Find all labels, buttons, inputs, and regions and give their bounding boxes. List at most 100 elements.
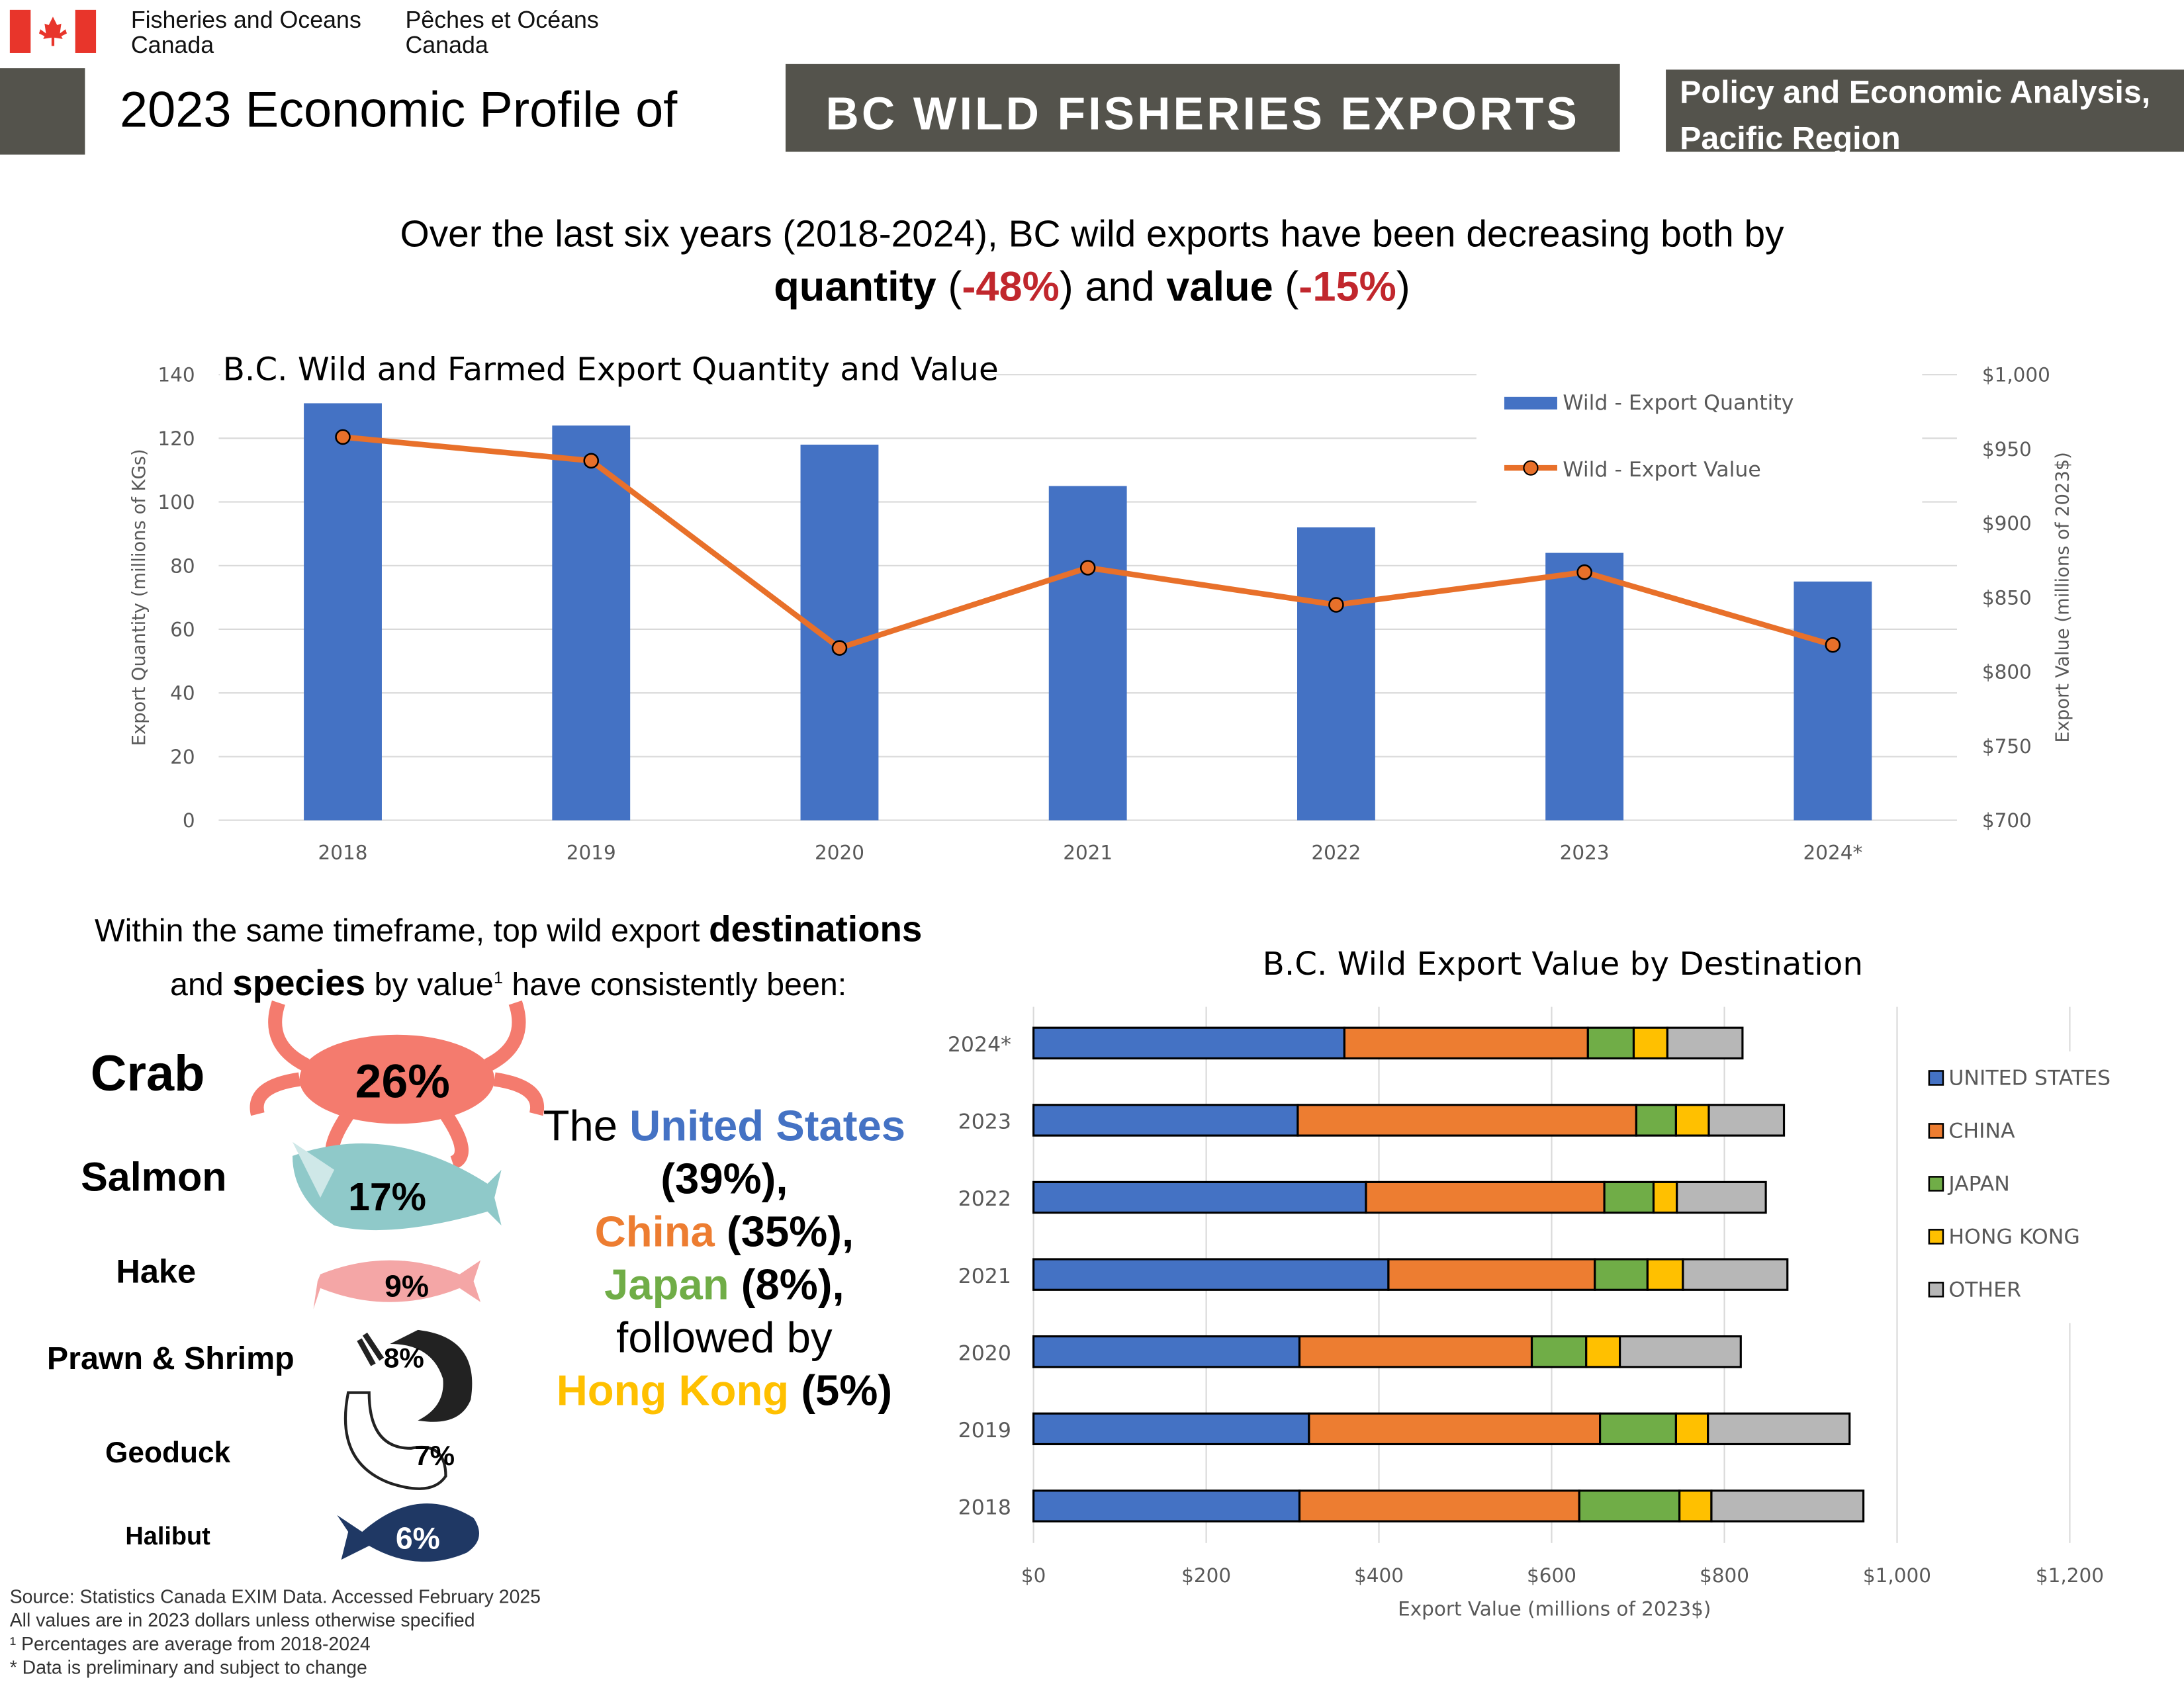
y-axis-label: Export Quantity (millions of KGs) — [129, 449, 150, 746]
prawn-icon — [357, 1329, 473, 1422]
stacked-bar-segment — [1032, 1258, 1390, 1291]
x-tick-label: 2023 — [1560, 842, 1610, 864]
y-tick-label: 2024* — [948, 1033, 1011, 1057]
x-tick-label: 2021 — [1063, 842, 1113, 864]
stacked-bar-segment — [1682, 1258, 1789, 1291]
stacked-bar-segment — [1032, 1180, 1367, 1214]
quantity-change: -48% — [962, 264, 1060, 311]
stacked-bar-segment — [1308, 1412, 1602, 1446]
crab-icon — [250, 1000, 545, 1170]
stacked-bar-segment — [1032, 1489, 1301, 1523]
legend-bg — [1908, 1051, 2173, 1323]
stacked-bar-segment — [1599, 1412, 1678, 1446]
legend-swatch — [1928, 1176, 1944, 1192]
x-tick-label: $200 — [1181, 1564, 1231, 1587]
x-tick-label: 2019 — [567, 842, 616, 864]
stacked-bar-segment — [1586, 1026, 1635, 1060]
dest-hk: Hong Kong — [556, 1366, 790, 1415]
title-main: BC WILD FISHERIES EXPORTS — [785, 64, 1620, 152]
headline-line1: Over the last six years (2018-2024), BC … — [400, 213, 1784, 255]
legend-label-value: Wild - Export Value — [1563, 458, 1760, 482]
species-name: Geoduck — [105, 1437, 231, 1470]
s2-l2-pre: and — [170, 965, 233, 1002]
stacked-bar-segment — [1032, 1335, 1301, 1368]
legend-swatch-quantity — [1504, 396, 1557, 410]
s2-l2-post: have consistently been: — [502, 965, 847, 1002]
stacked-bar-segment — [1585, 1335, 1621, 1368]
footnote-dollars: All values are in 2023 dollars unless ot… — [9, 1609, 475, 1631]
stacked-bar-segment — [1365, 1180, 1606, 1214]
y2-tick-label: $950 — [1982, 438, 2032, 461]
y-tick-label: 120 — [158, 427, 195, 450]
legend-bg — [1476, 371, 1923, 520]
species-percent: 9% — [385, 1268, 429, 1304]
y-tick-label: 2018 — [958, 1496, 1011, 1520]
stacked-bar-segment — [1676, 1180, 1767, 1214]
y2-tick-label: $700 — [1982, 809, 2032, 832]
stacked-bar-segment — [1578, 1489, 1681, 1523]
quantity-bar — [1545, 553, 1624, 821]
species-name: Prawn & Shrimp — [46, 1339, 295, 1376]
stacked-bar-segment — [1387, 1258, 1596, 1291]
y2-tick-label: $800 — [1982, 661, 2032, 684]
stacked-bar-segment — [1298, 1335, 1533, 1368]
dest-china-pct: (35%), — [714, 1207, 854, 1257]
quantity-bar — [1048, 486, 1127, 821]
region-line2: Pacific Region — [1680, 119, 1901, 156]
dest-followed: followed by — [616, 1313, 833, 1362]
s2-destinations: destinations — [709, 908, 923, 950]
x-tick-label: $0 — [1021, 1564, 1046, 1587]
quantity-word: quantity — [774, 264, 936, 311]
x-tick-label: $1,000 — [1863, 1564, 1931, 1587]
stacked-bar-segment — [1674, 1104, 1710, 1137]
species-percent: 17% — [348, 1175, 427, 1219]
x-tick-label: 2020 — [815, 842, 864, 864]
legend-swatch — [1928, 1229, 1944, 1245]
legend-label: HONG KONG — [1948, 1225, 2079, 1249]
dest-japan-pct: (8%), — [729, 1260, 844, 1310]
stacked-bar-segment — [1032, 1026, 1345, 1060]
header-accent-block — [0, 68, 85, 155]
stacked-bar-segment — [1603, 1180, 1655, 1214]
species-name: Salmon — [81, 1155, 227, 1201]
legend-swatch — [1928, 1123, 1944, 1139]
x-tick-label: $400 — [1354, 1564, 1404, 1587]
stacked-bar-segment — [1646, 1258, 1684, 1291]
species-percent: 6% — [395, 1521, 440, 1556]
legend-label-quantity: Wild - Export Quantity — [1563, 391, 1794, 415]
x-tick-label: 2022 — [1311, 842, 1361, 864]
y-tick-label: 100 — [158, 491, 195, 513]
dest-the: The — [543, 1101, 630, 1151]
destinations-summary: The United States (39%), China (35%), Ja… — [529, 1100, 919, 1418]
species-percent: 8% — [383, 1343, 424, 1375]
y2-tick-label: $750 — [1982, 735, 2032, 758]
quantity-bar — [304, 403, 382, 821]
quantity-bar — [800, 444, 879, 821]
legend-swatch-value-point — [1523, 460, 1539, 476]
stacked-bar-segment — [1678, 1489, 1713, 1523]
stacked-bar-segment — [1635, 1104, 1678, 1137]
footnote-preliminary: * Data is preliminary and subject to cha… — [9, 1657, 367, 1679]
salmon-icon — [292, 1141, 502, 1231]
title-bg — [220, 352, 987, 400]
x-axis-label: Export Value (millions of 2023$) — [1398, 1597, 1711, 1620]
title-prefix: 2023 Economic Profile of — [119, 81, 678, 138]
region-label: Policy and Economic Analysis, Pacific Reg… — [1666, 69, 2184, 156]
y-tick-label: 2023 — [958, 1110, 1011, 1134]
dest-us: United States — [629, 1101, 906, 1151]
stacked-bar-segment — [1032, 1412, 1310, 1446]
value-point — [583, 453, 600, 469]
legend-swatch — [1928, 1070, 1944, 1086]
quantity-bar — [1297, 527, 1375, 821]
stacked-bar-segment — [1032, 1104, 1299, 1137]
species-name: Hake — [116, 1253, 197, 1291]
y-tick-label: 140 — [158, 364, 195, 386]
s2-l2-mid: by value — [365, 965, 494, 1002]
x-tick-label: $1,200 — [2036, 1564, 2104, 1587]
dept-en-line1: Fisheries and Oceans — [130, 7, 361, 34]
value-point — [1079, 560, 1096, 576]
stacked-bar-segment — [1619, 1335, 1742, 1368]
destination-chart: B.C. Wild Export Value by Destination $0 $… — [948, 946, 2173, 1620]
x-tick-label: 2018 — [318, 842, 368, 864]
footnote-percentages: ¹ Percentages are average from 2018-2024 — [9, 1633, 371, 1655]
